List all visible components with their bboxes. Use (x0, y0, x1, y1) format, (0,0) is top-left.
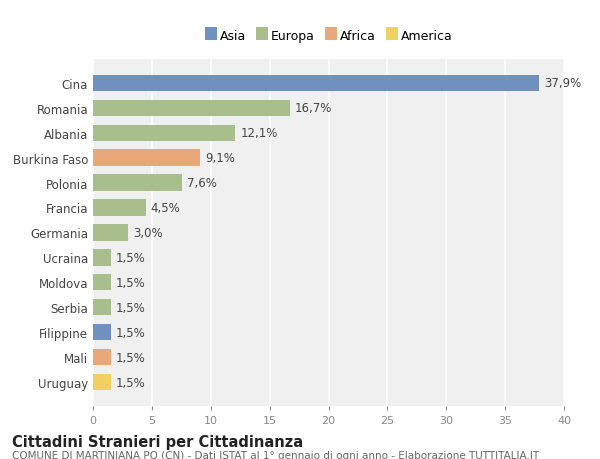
Bar (93, 175, 182, 191)
Bar (93, 250, 110, 266)
Text: 1,5%: 1,5% (115, 252, 145, 264)
Legend: Asia, Europa, Africa, America: Asia, Europa, Africa, America (202, 28, 455, 46)
Text: 9,1%: 9,1% (205, 152, 235, 165)
Bar (93, 200, 146, 216)
Bar (93, 274, 110, 291)
Text: 1,5%: 1,5% (115, 351, 145, 364)
Text: 16,7%: 16,7% (295, 102, 332, 115)
Bar (93, 374, 110, 391)
Text: Cittadini Stranieri per Cittadinanza: Cittadini Stranieri per Cittadinanza (12, 434, 303, 449)
Text: 4,5%: 4,5% (151, 202, 181, 214)
Bar (93, 75, 539, 92)
Text: 37,9%: 37,9% (544, 77, 581, 90)
Bar (93, 349, 110, 365)
Text: 1,5%: 1,5% (115, 276, 145, 289)
Bar (93, 125, 235, 141)
Text: 1,5%: 1,5% (115, 301, 145, 314)
Text: 3,0%: 3,0% (133, 226, 163, 240)
Text: COMUNE DI MARTINIANA PO (CN) - Dati ISTAT al 1° gennaio di ogni anno - Elaborazi: COMUNE DI MARTINIANA PO (CN) - Dati ISTA… (12, 450, 539, 459)
Text: 1,5%: 1,5% (115, 376, 145, 389)
Text: 1,5%: 1,5% (115, 326, 145, 339)
Bar (93, 150, 200, 166)
Text: 7,6%: 7,6% (187, 177, 217, 190)
Bar (93, 225, 128, 241)
Text: 12,1%: 12,1% (240, 127, 278, 140)
Bar (93, 101, 290, 117)
Bar (93, 300, 110, 316)
Bar (93, 325, 110, 341)
